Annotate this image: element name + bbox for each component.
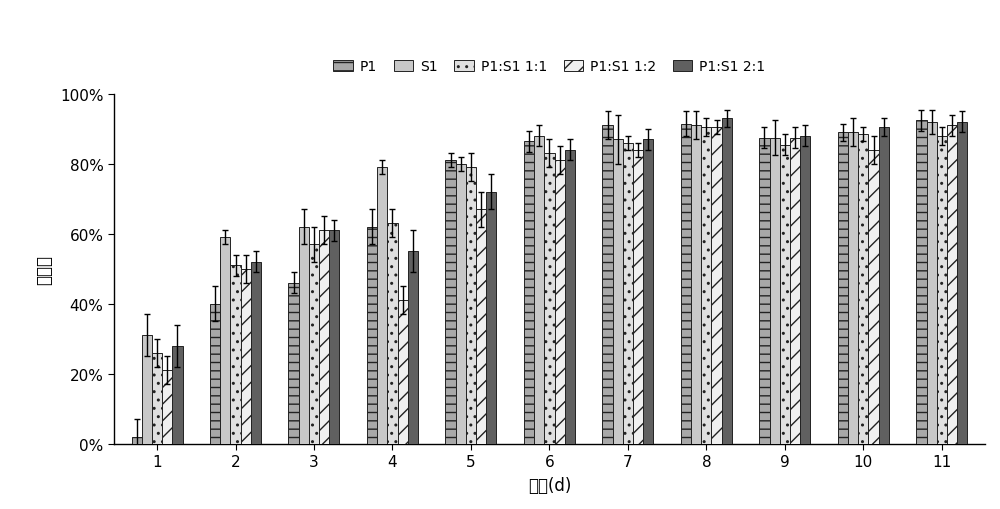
Bar bbox=[251, 262, 261, 444]
Bar bbox=[916, 121, 927, 444]
Bar bbox=[780, 145, 790, 444]
Bar bbox=[387, 224, 398, 444]
Bar bbox=[711, 128, 722, 444]
Bar bbox=[142, 335, 152, 444]
Bar bbox=[722, 119, 732, 444]
Bar bbox=[848, 133, 858, 444]
Bar bbox=[524, 142, 534, 444]
Bar bbox=[210, 304, 220, 444]
Bar bbox=[445, 161, 456, 444]
Bar bbox=[408, 252, 418, 444]
Bar bbox=[172, 346, 183, 444]
Bar bbox=[858, 135, 868, 444]
Bar bbox=[555, 161, 565, 444]
Bar bbox=[299, 228, 309, 444]
Bar bbox=[947, 126, 957, 444]
Bar bbox=[152, 353, 162, 444]
Bar bbox=[565, 151, 575, 444]
Bar bbox=[879, 128, 889, 444]
Bar bbox=[132, 437, 142, 444]
Bar bbox=[534, 136, 544, 444]
Bar bbox=[613, 140, 623, 444]
Bar bbox=[623, 144, 633, 444]
Y-axis label: 降解率: 降解率 bbox=[35, 254, 53, 284]
Bar bbox=[398, 301, 408, 444]
Bar bbox=[681, 124, 691, 444]
Bar bbox=[790, 138, 800, 444]
Bar bbox=[220, 238, 230, 444]
Bar bbox=[486, 192, 496, 444]
Bar bbox=[691, 126, 701, 444]
Bar bbox=[162, 371, 172, 444]
Bar bbox=[230, 266, 241, 444]
Legend: P1, S1, P1:S1 1:1, P1:S1 1:2, P1:S1 2:1: P1, S1, P1:S1 1:1, P1:S1 1:2, P1:S1 2:1 bbox=[329, 56, 770, 78]
Bar bbox=[544, 154, 555, 444]
Bar bbox=[759, 138, 770, 444]
Bar bbox=[377, 168, 387, 444]
Bar bbox=[367, 228, 377, 444]
Bar bbox=[329, 231, 339, 444]
Bar bbox=[476, 210, 486, 444]
Bar bbox=[957, 123, 967, 444]
Bar bbox=[319, 231, 329, 444]
Bar bbox=[456, 164, 466, 444]
X-axis label: 时间(d): 时间(d) bbox=[528, 476, 571, 494]
Bar bbox=[868, 151, 879, 444]
Bar bbox=[643, 140, 653, 444]
Bar bbox=[602, 126, 613, 444]
Bar bbox=[241, 269, 251, 444]
Bar bbox=[701, 128, 711, 444]
Bar bbox=[770, 138, 780, 444]
Bar bbox=[309, 245, 319, 444]
Bar bbox=[927, 123, 937, 444]
Bar bbox=[466, 168, 476, 444]
Bar bbox=[288, 283, 299, 444]
Bar bbox=[838, 133, 848, 444]
Bar bbox=[633, 151, 643, 444]
Bar bbox=[937, 136, 947, 444]
Bar bbox=[800, 136, 810, 444]
